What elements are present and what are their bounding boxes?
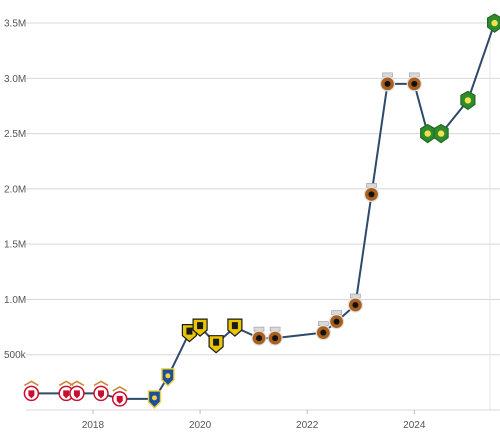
crest-emblem bbox=[368, 191, 375, 198]
crest-emblem bbox=[197, 322, 204, 330]
y-tick-label: 1.0M bbox=[4, 295, 26, 306]
crest-emblem bbox=[256, 335, 262, 342]
crest-wings bbox=[112, 385, 128, 392]
crest-emblem bbox=[333, 318, 340, 325]
crest-emblem bbox=[437, 130, 445, 137]
x-tick-label: 2024 bbox=[403, 420, 426, 431]
crest-wings bbox=[69, 380, 85, 387]
crest-emblem bbox=[464, 97, 472, 104]
crest-crown bbox=[253, 326, 265, 332]
data-point-bronze-black-crest bbox=[251, 326, 267, 346]
y-tick-label: 500k bbox=[4, 350, 27, 361]
y-tick-label: 3.5M bbox=[4, 19, 26, 30]
crest-emblem bbox=[411, 80, 418, 87]
data-point-yellow-black-crest bbox=[227, 318, 243, 337]
y-tick-label: 1.5M bbox=[4, 240, 26, 251]
data-point-bronze-black-crest bbox=[363, 183, 380, 202]
data-point-blue-yellow-crest bbox=[161, 368, 175, 387]
crest-emblem bbox=[73, 390, 80, 399]
data-point-bronze-black-crest bbox=[406, 72, 422, 92]
crest-emblem bbox=[28, 390, 35, 399]
crest-crown bbox=[331, 310, 342, 315]
crest-emblem bbox=[491, 19, 498, 27]
data-point-bronze-black-crest bbox=[329, 310, 345, 330]
crest-emblem bbox=[152, 395, 157, 401]
data-point-bronze-black-crest bbox=[315, 321, 331, 341]
data-point-green-yellow-crest bbox=[420, 123, 436, 144]
crest-emblem bbox=[116, 395, 123, 404]
crest-emblem bbox=[213, 338, 220, 346]
data-point-green-yellow-crest bbox=[487, 13, 500, 33]
crest-wings bbox=[24, 380, 39, 387]
crest-emblem bbox=[272, 335, 279, 342]
x-tick-label: 2022 bbox=[296, 420, 319, 431]
x-tick-label: 2020 bbox=[189, 420, 212, 431]
axis-layer: 500k 1.0M 1.5M 2.0M 2.5M 3.0M 3.5M 2018 2020 2022… bbox=[4, 19, 426, 431]
crest-emblem bbox=[231, 322, 238, 330]
data-point-yellow-black-crest bbox=[192, 318, 208, 337]
crest-emblem bbox=[384, 80, 391, 87]
x-tick-label: 2018 bbox=[82, 420, 105, 431]
crest-emblem bbox=[352, 302, 359, 308]
data-point-yellow-black-crest bbox=[208, 335, 224, 354]
crest-crown bbox=[350, 293, 361, 299]
crest-emblem bbox=[424, 130, 431, 137]
data-point-bronze-black-crest bbox=[347, 293, 363, 313]
crest-emblem bbox=[186, 327, 193, 335]
data-point-red-white-crest bbox=[93, 380, 109, 402]
y-tick-label: 3.0M bbox=[4, 74, 26, 85]
crest-crown bbox=[366, 183, 377, 188]
grid-layer bbox=[26, 12, 500, 411]
data-point-bronze-black-crest bbox=[267, 326, 283, 346]
marker-layer bbox=[23, 13, 500, 409]
crest-emblem bbox=[63, 390, 70, 399]
crest-crown bbox=[269, 326, 281, 332]
data-point-red-white-crest bbox=[23, 380, 40, 402]
y-tick-label: 2.0M bbox=[4, 184, 26, 195]
data-point-green-yellow-crest bbox=[433, 123, 449, 144]
crest-wings bbox=[93, 380, 109, 387]
crest-emblem bbox=[98, 390, 104, 399]
crest-emblem bbox=[320, 329, 327, 336]
y-tick-label: 2.5M bbox=[4, 129, 26, 140]
crest-emblem bbox=[165, 373, 171, 379]
data-point-bronze-black-crest bbox=[379, 72, 396, 92]
data-point-red-white-crest bbox=[111, 385, 128, 407]
data-point-red-white-crest bbox=[69, 380, 85, 402]
crest-crown bbox=[317, 321, 329, 326]
data-point-green-yellow-crest bbox=[460, 90, 476, 111]
data-point-blue-yellow-crest bbox=[147, 390, 162, 409]
